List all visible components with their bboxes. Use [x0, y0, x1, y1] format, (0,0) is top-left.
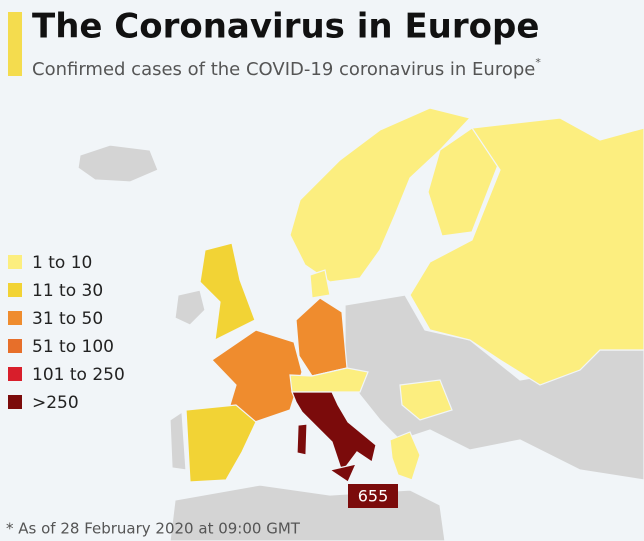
- annotation-box: [348, 484, 398, 508]
- uk: [199, 242, 256, 342]
- greece: [389, 431, 421, 481]
- romania: [399, 379, 453, 421]
- legend-swatch: [8, 255, 22, 269]
- legend-label: 11 to 30: [32, 281, 103, 301]
- germany: [295, 297, 348, 377]
- footnote: * As of 28 February 2020 at 09:00 GMT: [6, 520, 301, 538]
- legend-label: 101 to 250: [32, 365, 125, 385]
- france: [211, 329, 303, 423]
- legend-label: 1 to 10: [32, 253, 92, 273]
- map: [77, 107, 644, 541]
- sicily: [328, 463, 358, 483]
- legend-label: >250: [32, 393, 79, 413]
- title-bar: [8, 12, 22, 76]
- legend-label: 31 to 50: [32, 309, 103, 329]
- sardinia: [296, 423, 308, 456]
- legend-swatch: [8, 367, 22, 381]
- annotation: 655: [358, 487, 389, 506]
- title: The Coronavirus in Europe: [32, 7, 539, 47]
- iceland: [77, 144, 159, 183]
- legend: 1 to 10 11 to 30 31 to 50 51 to 100 101 to 2…: [8, 253, 125, 413]
- legend-swatch: [8, 339, 22, 353]
- denmark: [309, 269, 331, 299]
- subtitle: Confirmed cases of the COVID-19 coronavi…: [32, 56, 541, 80]
- italy: [291, 391, 377, 474]
- subtitle-mark: *: [535, 56, 541, 69]
- portugal: [169, 410, 187, 471]
- russia: [409, 117, 644, 386]
- legend-label: 51 to 100: [32, 337, 114, 357]
- ireland: [174, 289, 206, 326]
- spain: [185, 404, 257, 483]
- legend-swatch: [8, 283, 22, 297]
- legend-swatch: [8, 311, 22, 325]
- legend-swatch: [8, 395, 22, 409]
- subtitle-text: Confirmed cases of the COVID-19 coronavi…: [32, 59, 535, 80]
- scandinavia: [289, 107, 472, 283]
